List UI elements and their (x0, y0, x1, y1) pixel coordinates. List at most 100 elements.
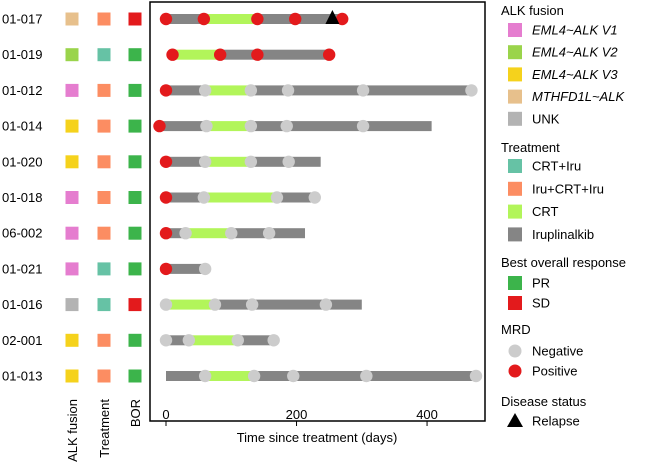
x-tick-label: 200 (286, 407, 308, 422)
treatment-segment-bar (166, 192, 204, 203)
mrd-negative-dot (465, 84, 478, 97)
mrd-positive-dot (289, 12, 302, 26)
treatment-tile (97, 226, 111, 240)
alk-fusion-tile (65, 83, 79, 97)
mrd-negative-dot (198, 84, 212, 97)
legend-swatch (508, 67, 522, 82)
treatment-segment-bar (205, 371, 255, 381)
mrd-negative-dot (308, 191, 321, 204)
plot-frame (149, 1, 486, 422)
treatment-tile (97, 83, 111, 97)
side-annotation-tiles (65, 12, 142, 383)
mrd-negative-dot (208, 298, 222, 311)
mrd-positive-dot (159, 262, 173, 276)
mrd-positive-dot (322, 48, 336, 61)
bor-tile (128, 48, 142, 62)
mrd-negative-dot (179, 227, 192, 240)
legend-label: Negative (532, 344, 583, 359)
legend-swatch (508, 159, 522, 173)
mrd-positive-dot (336, 12, 349, 26)
treatment-segment-bar (172, 49, 221, 60)
legend-title: Disease status (501, 394, 587, 409)
relapse-triangle (325, 10, 340, 24)
alk-fusion-tile (65, 369, 79, 383)
legend-swatch (508, 296, 522, 310)
mrd-negative-dot (198, 262, 212, 276)
legend-label: UNK (532, 111, 560, 126)
treatment-tile (97, 333, 111, 347)
mrd-negative-dot (200, 119, 213, 133)
legend-swatch (508, 227, 522, 242)
mrd-negative-dot (159, 334, 173, 347)
treatment-tile (97, 48, 111, 62)
bor-tile (128, 333, 142, 347)
mrd-negative-dot (280, 119, 293, 133)
treatment-segment-bar (250, 121, 432, 132)
treatment-tile (97, 191, 111, 204)
mrd-positive-dot (159, 12, 173, 26)
mrd-negative-dot (182, 334, 196, 347)
mrd-negative-dot (244, 155, 258, 168)
patient-id-label: 01-016 (2, 297, 42, 312)
mrd-negative-dot (287, 369, 300, 383)
mrd-positive-dot (159, 84, 173, 97)
bor-tile (128, 191, 142, 204)
legend-swatch (508, 204, 522, 219)
patient-id-label: 02-001 (2, 333, 42, 348)
treatment-segment-bar (206, 121, 251, 132)
mrd-negative-dot (159, 298, 173, 311)
mrd-positive-dot (159, 191, 173, 204)
treatment-segment-bar (159, 121, 207, 132)
mrd-negative-dot (244, 84, 258, 97)
mrd-negative-dot (469, 369, 483, 383)
bor-tile (128, 155, 142, 169)
mrd-positive-dot (159, 155, 173, 168)
patient-id-label: 01-021 (2, 261, 42, 276)
mrd-negative-dot (262, 227, 276, 240)
mrd-negative-dot (281, 84, 295, 97)
treatment-segment-bar (220, 49, 330, 60)
mrd-negative-dot (198, 155, 212, 168)
bor-tile (128, 369, 142, 383)
treatment-segment-bar (166, 371, 206, 381)
mrd-negative-dot (197, 191, 211, 204)
legend-label: CRT (532, 204, 559, 219)
legend-label: Iru+CRT+Iru (532, 181, 604, 196)
alk-fusion-tile (65, 48, 79, 62)
treatment-segment-bar (205, 85, 251, 96)
bor-tile (128, 262, 142, 276)
patient-id-labels: 01-017 01-019 01-012 01-014 01-020 01-018 06-0… (2, 12, 42, 384)
bor-tile (128, 226, 142, 240)
legend-marker (507, 413, 523, 427)
treatment-segment-bar (276, 192, 315, 203)
alk-fusion-tile (65, 262, 79, 276)
treatment-segment-bar (203, 14, 258, 24)
treatment-segment-bar (214, 299, 362, 310)
mrd-negative-dot (245, 298, 259, 311)
treatment-segment-bar (166, 85, 206, 96)
mrd-negative-dot (198, 369, 212, 383)
treatment-segment-bar (166, 228, 186, 239)
treatment-tile (97, 369, 111, 383)
mrd-negative-dot (267, 334, 280, 347)
bor-tile (128, 298, 142, 312)
mrd-positive-dot (197, 12, 211, 26)
treatment-segment-bar (237, 335, 274, 346)
mrd-negative-dot (319, 298, 333, 311)
alk-fusion-tile (65, 298, 79, 312)
x-axis: 0 200 400 (162, 407, 438, 426)
patient-id-label: 01-013 (2, 369, 42, 384)
mrd-negative-dot (356, 119, 370, 133)
legend-label: PR (532, 276, 550, 291)
legend-title: Best overall response (501, 255, 626, 270)
treatment-segment-bar (185, 228, 232, 239)
legend-label: SD (532, 296, 550, 311)
treatment-tile (97, 12, 111, 26)
legend-marker (508, 344, 522, 358)
legend-label: EML4~ALK V1 (532, 23, 618, 38)
treatment-segment-bar (166, 263, 206, 274)
side-column-label: ALK fusion (65, 399, 80, 462)
mrd-negative-dot (247, 369, 261, 383)
side-column-labels: ALK fusion Treatment BOR (65, 399, 143, 462)
bor-tile (128, 119, 142, 133)
